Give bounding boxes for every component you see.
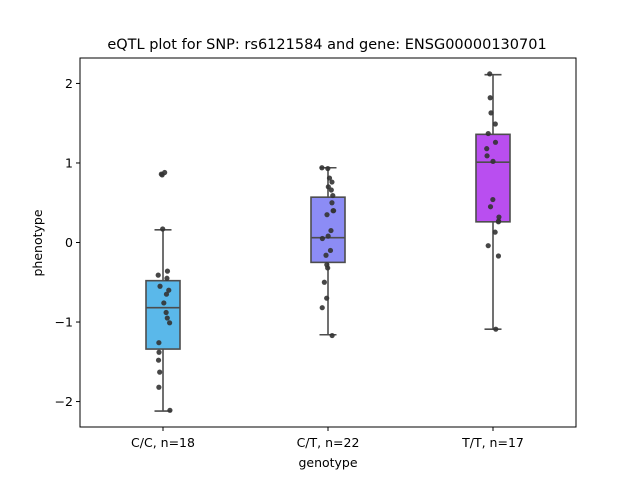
data-point: [329, 200, 335, 206]
data-point: [319, 165, 325, 171]
box-group: [145, 169, 181, 413]
data-point: [321, 279, 327, 285]
data-point: [325, 233, 331, 239]
data-point: [324, 295, 330, 301]
data-point: [492, 139, 499, 145]
data-point: [161, 300, 167, 306]
data-point: [327, 247, 334, 254]
data-point: [163, 309, 169, 316]
data-point: [326, 175, 333, 181]
y-tick-label: −2: [55, 394, 73, 409]
data-point: [485, 243, 491, 249]
data-point: [163, 291, 170, 297]
data-point: [157, 369, 163, 375]
box-group: [310, 165, 346, 339]
data-point: [490, 196, 496, 203]
x-tick-label: T/T, n=17: [461, 435, 524, 450]
data-point: [329, 179, 335, 185]
chart-title: eQTL plot for SNP: rs6121584 and gene: E…: [107, 37, 546, 53]
box-group: [475, 71, 511, 332]
data-point: [329, 332, 335, 339]
data-point: [319, 305, 325, 311]
data-point: [487, 95, 493, 101]
x-tick-label: C/C, n=18: [131, 435, 195, 450]
data-point: [164, 268, 171, 274]
data-point: [328, 187, 334, 193]
x-axis-label: genotype: [298, 455, 357, 470]
data-point: [324, 212, 330, 218]
y-tick-label: 2: [65, 76, 73, 91]
data-point: [495, 253, 502, 259]
data-point: [328, 227, 334, 234]
data-point: [331, 208, 337, 214]
data-point: [492, 121, 498, 127]
plot-area: [145, 71, 511, 413]
y-tick-label: 1: [65, 155, 73, 170]
data-point: [167, 320, 173, 326]
x-tick-label: C/T, n=22: [297, 435, 360, 450]
data-point: [166, 287, 172, 293]
data-point: [167, 407, 173, 413]
data-point: [487, 71, 493, 77]
y-tick-label: 0: [65, 235, 73, 250]
data-point: [156, 349, 162, 355]
data-point: [164, 315, 170, 321]
box-iqr: [310, 196, 346, 264]
data-point: [485, 130, 491, 137]
data-point: [488, 110, 494, 116]
data-point: [496, 214, 502, 220]
data-point: [325, 265, 331, 271]
data-point: [156, 340, 162, 346]
data-point: [319, 235, 325, 242]
box-iqr: [475, 133, 511, 223]
data-point: [484, 146, 490, 152]
data-point: [160, 226, 166, 232]
data-point: [330, 192, 336, 199]
data-point: [325, 165, 331, 172]
data-point: [164, 275, 170, 281]
data-point: [156, 384, 162, 390]
data-point: [155, 272, 161, 278]
data-point: [159, 172, 165, 178]
data-point: [493, 326, 499, 332]
data-point: [323, 252, 329, 258]
data-point: [490, 158, 496, 164]
data-point: [484, 153, 490, 159]
y-axis-label: phenotype: [30, 209, 45, 276]
box-iqr: [145, 279, 181, 350]
data-point: [492, 229, 498, 235]
data-point: [157, 283, 163, 289]
data-point: [495, 219, 502, 225]
data-point: [155, 357, 162, 363]
data-point: [487, 204, 494, 210]
y-tick-label: −1: [55, 315, 73, 330]
